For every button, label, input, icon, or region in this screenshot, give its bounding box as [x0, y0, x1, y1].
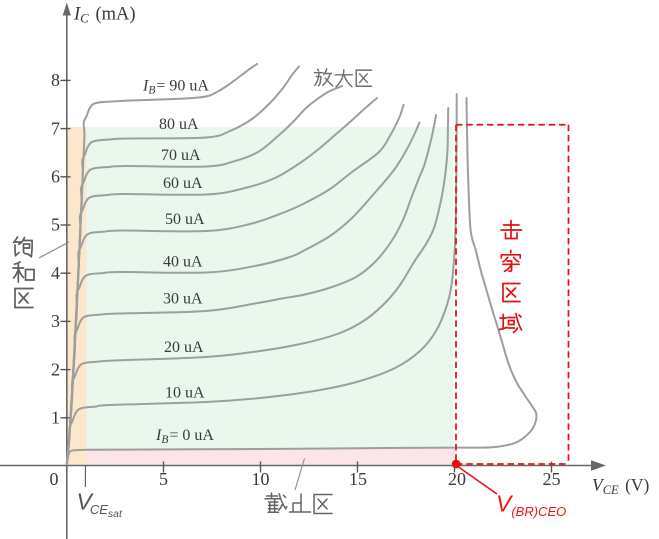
svg-text:50 uA: 50 uA	[165, 211, 205, 228]
svg-text:V(BR)CEO: V(BR)CEO	[496, 491, 566, 520]
svg-text:20: 20	[448, 469, 466, 489]
svg-text:8: 8	[51, 70, 60, 90]
svg-text:40 uA: 40 uA	[163, 254, 203, 271]
svg-text:4: 4	[51, 263, 60, 283]
svg-text:70 uA: 70 uA	[161, 147, 201, 164]
svg-text:6: 6	[51, 167, 60, 187]
svg-text:80 uA: 80 uA	[159, 116, 199, 133]
svg-text:0: 0	[50, 469, 59, 489]
svg-text:3: 3	[51, 311, 60, 331]
svg-text:VCEsat: VCEsat	[77, 489, 123, 521]
svg-text:IC (mA): IC (mA)	[73, 5, 136, 26]
svg-text:20 uA: 20 uA	[164, 339, 204, 356]
svg-text:60 uA: 60 uA	[163, 175, 203, 192]
svg-text:5: 5	[51, 215, 60, 235]
svg-text:10: 10	[252, 469, 270, 489]
svg-text:VCE (V): VCE (V)	[592, 475, 650, 497]
svg-text:10 uA: 10 uA	[165, 385, 205, 402]
svg-text:30 uA: 30 uA	[163, 291, 203, 308]
svg-text:2: 2	[51, 359, 60, 379]
svg-text:15: 15	[349, 469, 367, 489]
svg-text:25: 25	[543, 469, 561, 489]
svg-text:1: 1	[51, 408, 60, 428]
svg-text:IB= 90 uA: IB= 90 uA	[142, 78, 209, 97]
svg-text:7: 7	[51, 118, 60, 138]
svg-text:IB= 0 uA: IB= 0 uA	[155, 427, 214, 446]
svg-text:5: 5	[159, 469, 168, 489]
